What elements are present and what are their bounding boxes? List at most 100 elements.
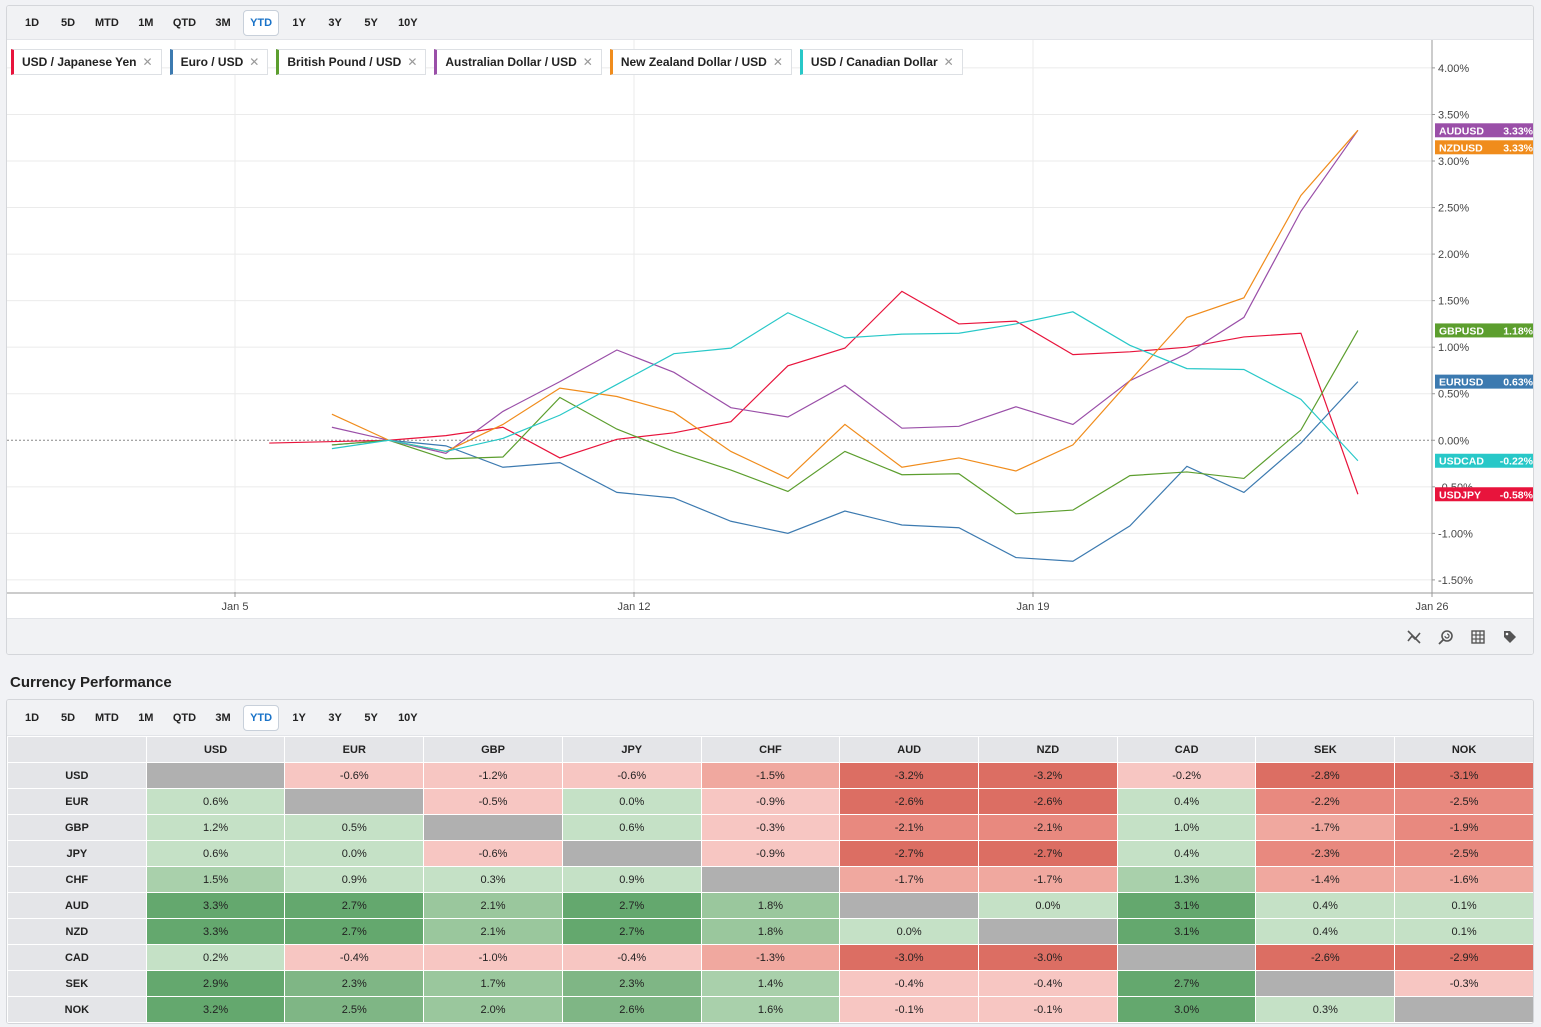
- grid-table-icon[interactable]: [1469, 628, 1487, 646]
- table-row: EUR 0.6% -0.5% 0.0% -0.9% -2.6% -2.6% 0.4% -2.2%…: [7, 788, 1533, 815]
- legend-item[interactable]: Euro / USD ✕: [169, 49, 269, 75]
- performance-cell: -2.8%: [1255, 762, 1396, 789]
- chart-range-ytd[interactable]: YTD: [243, 9, 280, 36]
- series-line-audusd[interactable]: [331, 129, 1359, 454]
- performance-cell: 2.7%: [561, 918, 702, 945]
- legend-item[interactable]: New Zealand Dollar / USD ✕: [609, 49, 792, 75]
- remove-series-icon[interactable]: ✕: [142, 55, 153, 69]
- chart-range-5d[interactable]: 5D: [60, 16, 76, 29]
- performance-cell: -3.0%: [978, 944, 1118, 971]
- series-line-gbpusd[interactable]: [331, 330, 1359, 515]
- table-range-qtd[interactable]: QTD: [172, 711, 197, 724]
- x-tick-label: Jan 26: [1415, 601, 1448, 613]
- tag-label-icon[interactable]: [1501, 628, 1519, 646]
- series-line-nzdusd[interactable]: [331, 129, 1359, 480]
- diagonal-cell: [561, 840, 702, 867]
- performance-cell: 0.1%: [1394, 918, 1533, 945]
- line-chart[interactable]: -1.50%-1.00%-0.50%0.00%0.50%1.00%1.50%2.…: [7, 40, 1534, 620]
- performance-cell: -3.2%: [978, 762, 1118, 789]
- performance-cell: 0.4%: [1255, 918, 1396, 945]
- legend-item[interactable]: Australian Dollar / USD ✕: [434, 49, 602, 75]
- series-line-eurusd[interactable]: [331, 381, 1359, 562]
- table-range-ytd[interactable]: YTD: [243, 704, 280, 731]
- y-tick-label: -1.00%: [1438, 528, 1473, 540]
- performance-cell: 2.7%: [284, 892, 425, 919]
- performance-cell: 0.9%: [561, 866, 702, 893]
- end-label-value: 3.33%: [1503, 142, 1533, 154]
- table-header-row: USD EUR GBP JPY CHF AUD NZD CAD SEK NOK: [7, 736, 1533, 763]
- legend-label: USD / Canadian Dollar: [810, 55, 938, 69]
- table-range-3y[interactable]: 3Y: [328, 711, 342, 724]
- row-header-cad: CAD: [7, 944, 147, 971]
- chart-range-qtd[interactable]: QTD: [172, 16, 197, 29]
- chart-range-1m[interactable]: 1M: [138, 16, 154, 29]
- performance-cell: 0.0%: [561, 788, 702, 815]
- row-header-nok: NOK: [7, 996, 147, 1023]
- end-label-value: 3.33%: [1503, 125, 1533, 137]
- performance-cell: -3.1%: [1394, 762, 1533, 789]
- end-label-value: 1.18%: [1503, 325, 1533, 337]
- table-row: GBP 1.2% 0.5% 0.6% -0.3% -2.1% -2.1% 1.0% -1.7% -…: [7, 814, 1533, 841]
- table-row: CHF 1.5% 0.9% 0.3% 0.9% -1.7% -1.7% 1.3% -1.4% -1…: [7, 866, 1533, 893]
- zoom-reset-icon[interactable]: [1437, 628, 1455, 646]
- performance-cell: -1.5%: [700, 762, 841, 789]
- table-range-3m[interactable]: 3M: [215, 711, 231, 724]
- performance-cell: 2.9%: [145, 970, 286, 997]
- performance-cell: -2.7%: [978, 840, 1118, 867]
- legend-label: Euro / USD: [180, 55, 244, 69]
- chart-range-1d[interactable]: 1D: [24, 16, 40, 29]
- performance-cell: 3.2%: [145, 996, 286, 1023]
- performance-cell: -2.6%: [1255, 944, 1396, 971]
- performance-cell: -2.6%: [978, 788, 1118, 815]
- diagonal-cell: [700, 866, 841, 893]
- performance-cell: 2.6%: [561, 996, 702, 1023]
- table-range-1d[interactable]: 1D: [24, 711, 40, 724]
- row-header-gbp: GBP: [7, 814, 147, 841]
- remove-series-icon[interactable]: ✕: [249, 55, 260, 69]
- chart-range-10y[interactable]: 10Y: [398, 16, 418, 29]
- table-row: AUD 3.3% 2.7% 2.1% 2.7% 1.8% 0.0% 3.1% 0.4% 0.1%: [7, 892, 1533, 919]
- chart-range-3y[interactable]: 3Y: [328, 16, 342, 29]
- end-label-value: 0.63%: [1503, 377, 1533, 389]
- remove-series-icon[interactable]: ✕: [582, 55, 593, 69]
- performance-cell: -2.3%: [1255, 840, 1396, 867]
- performance-cell: -3.0%: [839, 944, 980, 971]
- performance-cell: 2.7%: [284, 918, 425, 945]
- series-line-usdcad[interactable]: [331, 311, 1359, 462]
- legend-item[interactable]: USD / Canadian Dollar ✕: [799, 49, 963, 75]
- hide-markers-icon[interactable]: [1405, 628, 1423, 646]
- performance-cell: -0.9%: [700, 840, 841, 867]
- performance-cell: -1.7%: [978, 866, 1118, 893]
- y-tick-label: 4.00%: [1438, 63, 1469, 75]
- performance-cell: -2.1%: [839, 814, 980, 841]
- series-line-usdjpy[interactable]: [269, 290, 1359, 495]
- chart-range-mtd[interactable]: MTD: [95, 16, 119, 29]
- table-range-5d[interactable]: 5D: [60, 711, 76, 724]
- performance-cell: 1.0%: [1116, 814, 1257, 841]
- table-range-1y[interactable]: 1Y: [292, 711, 306, 724]
- legend-item[interactable]: USD / Japanese Yen ✕: [11, 49, 162, 75]
- performance-cell: -1.9%: [1394, 814, 1533, 841]
- performance-cell: -0.2%: [1116, 762, 1257, 789]
- chart-range-1y[interactable]: 1Y: [292, 16, 306, 29]
- remove-series-icon[interactable]: ✕: [407, 55, 418, 69]
- table-range-1m[interactable]: 1M: [138, 711, 154, 724]
- table-range-mtd[interactable]: MTD: [95, 711, 119, 724]
- corner-cell: [7, 736, 147, 763]
- legend-item[interactable]: British Pound / USD ✕: [276, 49, 427, 75]
- performance-cell: -0.6%: [284, 762, 425, 789]
- chart-range-3m[interactable]: 3M: [215, 16, 231, 29]
- performance-cell: 0.3%: [423, 866, 563, 893]
- table-range-10y[interactable]: 10Y: [398, 711, 418, 724]
- y-tick-label: 0.50%: [1438, 389, 1469, 401]
- performance-cell: -1.3%: [700, 944, 841, 971]
- performance-cell: -0.6%: [423, 840, 563, 867]
- table-range-5y[interactable]: 5Y: [364, 711, 378, 724]
- column-header-jpy: JPY: [561, 736, 702, 763]
- performance-cell: 2.3%: [561, 970, 702, 997]
- remove-series-icon[interactable]: ✕: [772, 55, 783, 69]
- diagonal-cell: [839, 892, 980, 919]
- row-header-eur: EUR: [7, 788, 147, 815]
- chart-range-5y[interactable]: 5Y: [364, 16, 378, 29]
- remove-series-icon[interactable]: ✕: [943, 55, 954, 69]
